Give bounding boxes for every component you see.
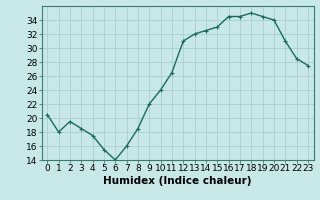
X-axis label: Humidex (Indice chaleur): Humidex (Indice chaleur) bbox=[103, 176, 252, 186]
